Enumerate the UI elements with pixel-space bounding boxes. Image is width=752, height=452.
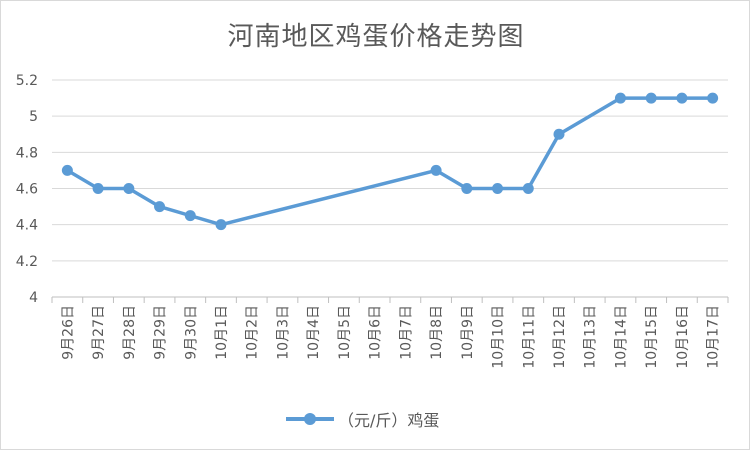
x-tick-label: 10月10日	[491, 305, 507, 369]
data-point	[553, 128, 565, 140]
x-tick-label: 9月26日	[60, 305, 76, 360]
x-tick-label: 10月17日	[706, 305, 722, 369]
x-tick-label: 10月14日	[613, 305, 629, 369]
data-point	[215, 219, 227, 231]
data-point	[61, 164, 73, 176]
legend: （元/斤）鸡蛋	[286, 407, 439, 431]
data-point	[645, 92, 657, 104]
y-tick-label: 4	[29, 290, 38, 306]
x-tick-label: 10月4日	[306, 305, 322, 360]
y-tick-label: 4.2	[16, 254, 38, 270]
x-tick-label: 9月28日	[122, 305, 138, 360]
x-tick-label: 9月30日	[183, 305, 199, 360]
data-point	[676, 92, 688, 104]
x-tick-label: 9月29日	[153, 305, 169, 360]
x-tick-label: 10月2日	[245, 305, 261, 360]
legend-line-marker-icon	[286, 409, 334, 429]
data-point	[461, 183, 473, 194]
x-tick-label: 10月1日	[214, 305, 230, 360]
legend-label: （元/斤）鸡蛋	[338, 411, 440, 430]
data-point	[614, 92, 626, 104]
x-tick-label: 10月16日	[675, 305, 691, 369]
x-tick-label: 10月8日	[429, 305, 445, 360]
data-point	[707, 92, 719, 104]
y-tick-label: 4.8	[16, 145, 38, 161]
data-point	[492, 183, 504, 194]
x-tick-label: 10月15日	[644, 305, 660, 369]
x-tick-label: 10月7日	[398, 305, 414, 360]
x-tick-label: 10月3日	[275, 305, 291, 360]
data-point	[123, 183, 135, 194]
x-tick-label: 10月5日	[337, 305, 353, 360]
chart-title: 河南地区鸡蛋价格走势图	[227, 22, 525, 52]
x-tick-label: 10月13日	[583, 305, 599, 369]
data-point	[92, 183, 104, 194]
data-point	[184, 210, 196, 222]
x-tick-label: 10月6日	[368, 305, 384, 360]
y-tick-label: 5	[29, 109, 38, 125]
x-tick-label: 10月11日	[521, 305, 537, 369]
x-tick-label: 9月27日	[91, 305, 107, 360]
y-tick-label: 5.2	[16, 73, 38, 89]
data-point	[154, 201, 166, 213]
y-tick-label: 4.6	[16, 182, 38, 198]
x-tick-label: 10月9日	[460, 305, 476, 360]
y-tick-label: 4.4	[16, 218, 38, 234]
data-point	[430, 164, 442, 176]
x-tick-label: 10月12日	[552, 305, 568, 369]
data-point	[522, 183, 534, 194]
